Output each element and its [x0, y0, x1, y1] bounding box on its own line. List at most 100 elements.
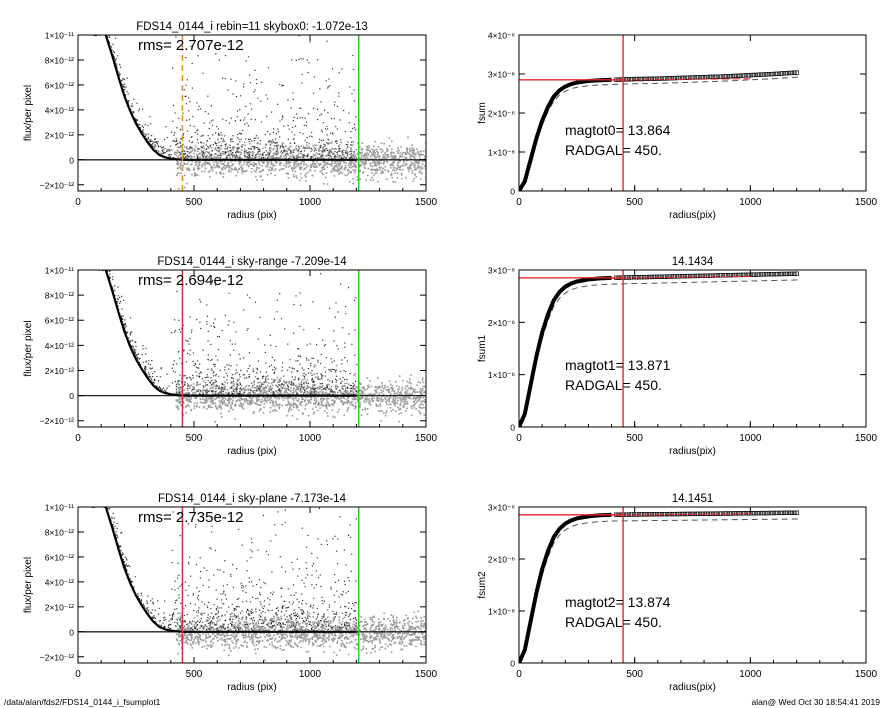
scatter-point [350, 156, 352, 158]
scatter-point [199, 375, 201, 377]
sky-point [258, 160, 260, 163]
scatter-point [149, 141, 151, 143]
sky-point [319, 170, 322, 173]
sky-point [351, 150, 353, 153]
sky-point [408, 168, 411, 170]
sky-point [366, 377, 369, 379]
sky-point [419, 150, 421, 153]
scatter-point [256, 389, 258, 391]
sky-point [363, 166, 366, 169]
growth-marker [774, 71, 779, 76]
sky-point [372, 179, 375, 181]
scatter-point [318, 141, 320, 143]
scatter-point [144, 370, 146, 372]
scatter-point [98, 263, 99, 264]
sky-point [221, 152, 223, 155]
sky-point [333, 399, 335, 402]
sky-point [224, 391, 227, 394]
growth-marker [639, 76, 644, 82]
sky-point [285, 153, 287, 155]
sky-point [269, 150, 272, 152]
sky-point [370, 385, 373, 388]
sky-point [312, 165, 315, 168]
sky-point [178, 387, 180, 389]
scatter-point [211, 369, 213, 371]
sky-point [354, 405, 356, 408]
sky-point [247, 399, 249, 402]
sky-point [326, 162, 329, 164]
sky-point [211, 157, 214, 160]
scatter-point [290, 152, 292, 154]
sky-point [313, 399, 316, 401]
sky-point [306, 387, 308, 390]
sky-point [311, 393, 313, 395]
scatter-point [114, 285, 116, 287]
sky-point [235, 147, 238, 149]
scatter-point [106, 261, 107, 262]
sky-point [381, 400, 384, 403]
scatter-point [279, 384, 281, 386]
scatter-point [226, 364, 228, 366]
growth-marker [715, 74, 721, 79]
sky-point [289, 397, 292, 399]
scatter-point [105, 21, 106, 22]
scatter-point [291, 380, 293, 383]
growth-1-growth-markers [614, 70, 799, 82]
scatter-point [279, 145, 282, 148]
sky-point [331, 148, 333, 151]
sky-point [296, 177, 298, 179]
sky-point [178, 379, 181, 382]
scatter-point [228, 292, 230, 294]
scatter-point [146, 138, 148, 140]
sky-point [240, 384, 243, 387]
sky-point [210, 167, 213, 169]
sky-point [417, 163, 419, 165]
sky-point [238, 378, 240, 381]
sky-point [387, 391, 390, 393]
sky-point [414, 168, 416, 171]
sky-point [310, 388, 312, 391]
scatter-point [185, 339, 187, 341]
sky-point [186, 147, 188, 150]
scatter-point [331, 381, 334, 383]
scatter-point [217, 147, 219, 149]
sky-point [267, 153, 269, 155]
sky-point [192, 383, 195, 385]
sky-point [295, 397, 297, 399]
scatter-point [103, 268, 104, 269]
sky-point [394, 172, 396, 174]
scatter-point [222, 151, 224, 153]
scatter-point [127, 331, 129, 333]
scatter-point [247, 367, 249, 369]
scatter-point [124, 94, 127, 97]
growth-marker [667, 76, 672, 81]
sky-point [318, 149, 320, 151]
scatter-point [314, 390, 316, 392]
sky-point [224, 161, 226, 163]
sky-point [372, 168, 375, 171]
sky-point [377, 145, 380, 148]
scatter-point [151, 360, 153, 362]
sky-point [413, 157, 416, 160]
scatter-point [232, 135, 234, 137]
sky-point [377, 387, 380, 389]
sky-point [306, 146, 309, 149]
scatter-point [200, 327, 202, 330]
sky-point [365, 179, 367, 181]
sky-point [188, 169, 190, 171]
scatter-point [292, 92, 294, 94]
scatter-point [228, 320, 230, 322]
growth-marker [743, 73, 749, 78]
sky-point [293, 161, 295, 164]
sky-point [273, 169, 276, 172]
scatter-point [350, 144, 352, 146]
sky-point [240, 403, 243, 405]
scatter-point [238, 245, 239, 246]
scatter-point [118, 74, 120, 76]
sky-point [246, 161, 248, 164]
scatter-point [232, 141, 234, 143]
sky-point [327, 153, 329, 155]
sky-point [281, 386, 284, 389]
sky-point [206, 399, 209, 401]
sky-point [349, 160, 352, 163]
